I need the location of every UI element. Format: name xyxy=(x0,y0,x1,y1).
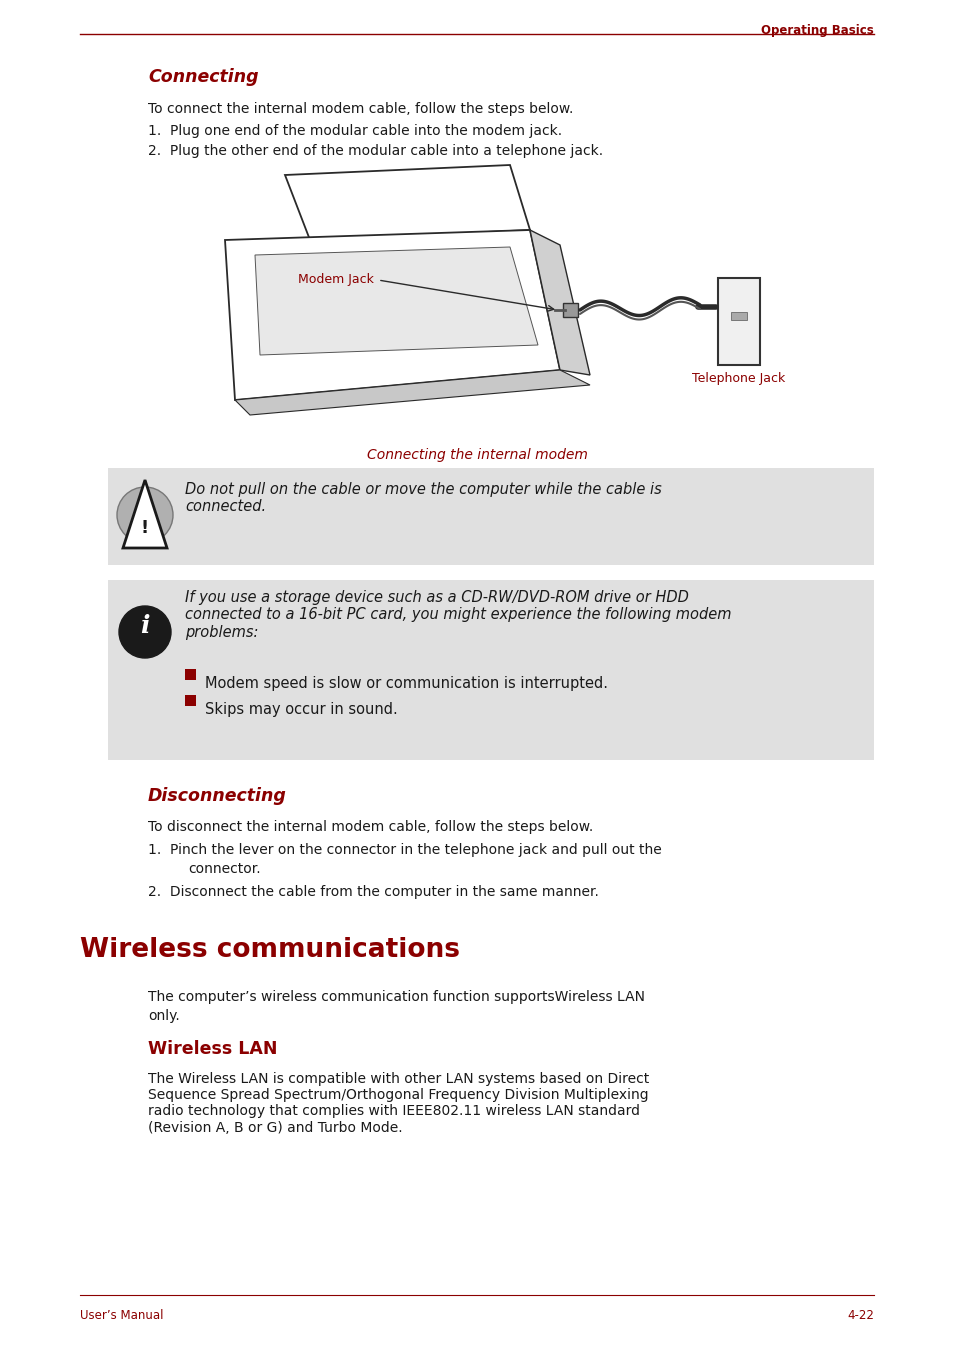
Polygon shape xyxy=(562,303,578,317)
Text: 1.  Pinch the lever on the connector in the telephone jack and pull out the: 1. Pinch the lever on the connector in t… xyxy=(148,843,661,857)
Bar xyxy=(185,694,195,707)
Polygon shape xyxy=(225,230,559,400)
Text: To connect the internal modem cable, follow the steps below.: To connect the internal modem cable, fol… xyxy=(148,101,573,116)
Text: 2.  Disconnect the cable from the computer in the same manner.: 2. Disconnect the cable from the compute… xyxy=(148,885,598,898)
Text: Skips may occur in sound.: Skips may occur in sound. xyxy=(205,703,397,717)
Text: Wireless LAN: Wireless LAN xyxy=(148,1040,277,1058)
Text: To disconnect the internal modem cable, follow the steps below.: To disconnect the internal modem cable, … xyxy=(148,820,593,834)
Text: Modem speed is slow or communication is interrupted.: Modem speed is slow or communication is … xyxy=(205,676,607,690)
Text: 2.  Plug the other end of the modular cable into a telephone jack.: 2. Plug the other end of the modular cab… xyxy=(148,145,602,158)
Text: If you use a storage device such as a CD-RW/DVD-ROM drive or HDD
connected to a : If you use a storage device such as a CD… xyxy=(185,590,731,640)
Text: Do not pull on the cable or move the computer while the cable is
connected.: Do not pull on the cable or move the com… xyxy=(185,482,661,515)
Text: Operating Basics: Operating Basics xyxy=(760,24,873,36)
Text: The computer’s wireless communication function supportsWireless LAN: The computer’s wireless communication fu… xyxy=(148,990,644,1004)
Circle shape xyxy=(117,486,172,543)
Text: !: ! xyxy=(141,519,149,536)
Polygon shape xyxy=(718,278,760,365)
Polygon shape xyxy=(285,165,530,240)
Polygon shape xyxy=(254,247,537,355)
Text: i: i xyxy=(140,613,150,638)
Text: 1.  Plug one end of the modular cable into the modem jack.: 1. Plug one end of the modular cable int… xyxy=(148,124,561,138)
Text: Modem Jack: Modem Jack xyxy=(297,273,374,286)
Bar xyxy=(108,580,873,761)
Polygon shape xyxy=(234,370,589,415)
Bar xyxy=(185,669,195,680)
Circle shape xyxy=(119,607,171,658)
Text: Connecting: Connecting xyxy=(148,68,258,86)
Bar xyxy=(730,312,746,320)
Bar xyxy=(108,467,873,565)
Text: User’s Manual: User’s Manual xyxy=(80,1309,163,1323)
Polygon shape xyxy=(530,230,589,376)
Text: Wireless communications: Wireless communications xyxy=(80,938,459,963)
Polygon shape xyxy=(123,480,167,549)
Text: connector.: connector. xyxy=(188,862,260,875)
Text: 4-22: 4-22 xyxy=(846,1309,873,1323)
Text: The Wireless LAN is compatible with other LAN systems based on Direct
Sequence S: The Wireless LAN is compatible with othe… xyxy=(148,1071,649,1135)
Text: Connecting the internal modem: Connecting the internal modem xyxy=(366,449,587,462)
Text: only.: only. xyxy=(148,1009,179,1023)
Text: Disconnecting: Disconnecting xyxy=(148,788,287,805)
Text: Telephone Jack: Telephone Jack xyxy=(692,372,785,385)
